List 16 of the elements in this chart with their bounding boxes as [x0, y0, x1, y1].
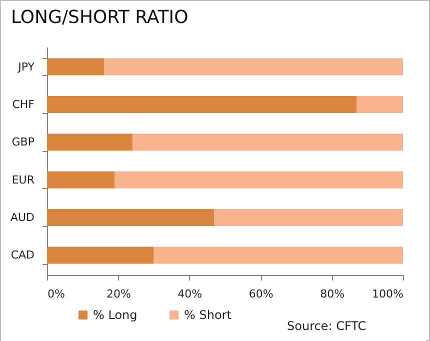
legend-label: % Long	[93, 308, 138, 322]
y-tick-label: CAD	[10, 248, 34, 262]
y-tick-label: EUR	[12, 173, 35, 186]
x-tick-label: 80%	[320, 288, 345, 300]
x-tick-label: 60%	[248, 288, 274, 300]
legend-label: % Short	[184, 308, 232, 322]
source-note: Source: CFTC	[287, 319, 366, 333]
x-tick-label: 100%	[372, 288, 404, 300]
x-tick-label: 20%	[106, 288, 131, 300]
chart-title: LONG/SHORT RATIO	[11, 7, 188, 28]
y-tick-label: CHF	[12, 98, 34, 111]
y-tick-label: GBP	[12, 136, 35, 149]
x-tick-label: 40%	[178, 288, 202, 300]
y-tick-label: AUD	[10, 211, 34, 224]
x-tick-label: 0%	[48, 288, 65, 300]
y-tick-label: JPY	[17, 60, 35, 74]
